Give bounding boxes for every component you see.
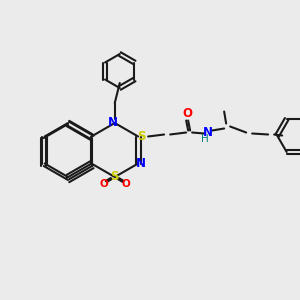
- Text: H: H: [201, 134, 209, 145]
- Text: N: N: [136, 157, 146, 170]
- Text: N: N: [203, 126, 213, 139]
- Text: O: O: [182, 107, 192, 120]
- Text: N: N: [108, 116, 118, 128]
- Text: O: O: [122, 179, 130, 189]
- Text: O: O: [99, 179, 108, 189]
- Text: S: S: [110, 170, 119, 184]
- Text: S: S: [137, 130, 146, 143]
